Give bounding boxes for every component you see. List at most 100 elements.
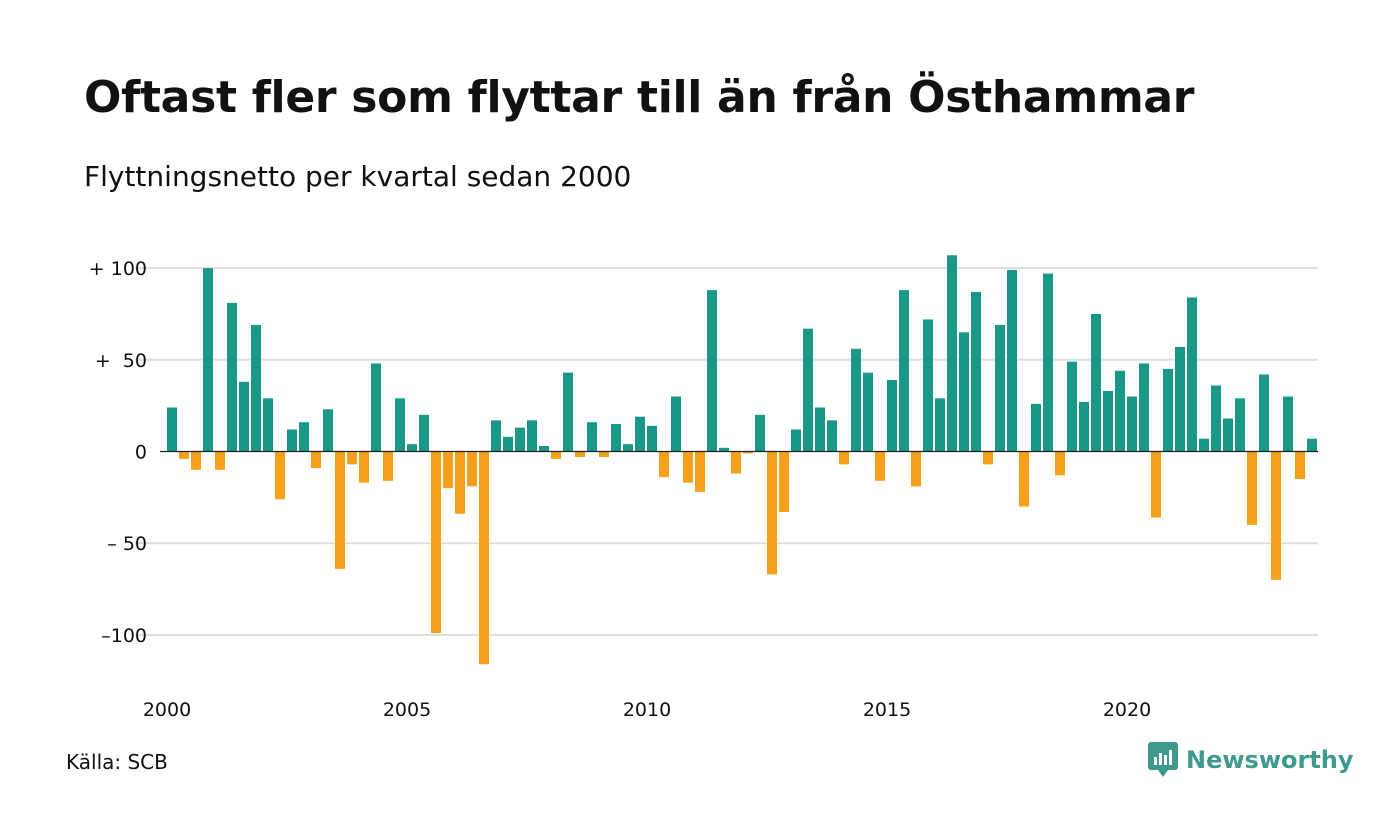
bar: 2007K1: 8 (503, 436, 513, 452)
bar: 2023K2: 30 (1283, 396, 1293, 452)
bar: 2013K1: 12 (791, 429, 801, 452)
bar: 2010K4: -17 (683, 451, 693, 483)
bar: 2007K3: 17 (527, 420, 537, 452)
bar: 2012K1: -1 (743, 451, 753, 454)
bar: 2005K4: -20 (443, 451, 453, 489)
bar: 2017K3: 99 (1007, 269, 1017, 452)
bar: 2008K3: -3 (575, 451, 585, 457)
bar: 2004K3: -16 (383, 451, 393, 481)
bar: 2012K2: 20 (755, 414, 765, 452)
bar: 2019K2: 75 (1091, 313, 1101, 452)
bar: 2010K3: 30 (671, 396, 681, 452)
bar: 2001K2: 81 (227, 302, 237, 452)
bar: 2009K3: 4 (623, 444, 633, 452)
bar: 2009K2: 15 (611, 423, 621, 452)
bar: 2005K2: 20 (419, 414, 429, 452)
bar: 2005K3: -99 (431, 451, 441, 634)
bar: 2013K2: 67 (803, 328, 813, 452)
chart-subtitle: Flyttningsnetto per kvartal sedan 2000 (84, 160, 632, 193)
bar: 2006K3: -116 (479, 451, 489, 665)
bar: 2015K1: 39 (887, 379, 897, 452)
y-tick-label: –100 (101, 625, 147, 647)
bar: 2001K1: -10 (215, 451, 225, 470)
bar: 2008K2: 43 (563, 372, 573, 452)
bar: 2011K4: -12 (731, 451, 741, 474)
bar: 2018K1: 26 (1031, 403, 1041, 452)
bar: 2002K3: 12 (287, 429, 297, 452)
y-tick-label: 0 (135, 442, 147, 464)
bar: 2010K1: 14 (647, 425, 657, 452)
bar: 2000K4: 100 (203, 268, 213, 452)
y-tick-label: + 50 (95, 350, 147, 372)
bar: 2023K4: 7 (1307, 438, 1317, 452)
bar: 2020K2: 48 (1139, 363, 1149, 452)
x-axis-ticks: 2000 2005 2010 2015 2020 (143, 699, 1151, 721)
bar: 2012K4: -33 (779, 451, 789, 513)
bar: 2005K1: 4 (407, 444, 417, 452)
bar: 2009K1: -3 (599, 451, 609, 457)
y-tick-label: + 100 (89, 258, 147, 280)
bar: 2018K2: 97 (1043, 273, 1053, 452)
x-tick-label: 2005 (383, 699, 431, 721)
bar: 2003K4: -7 (347, 451, 357, 465)
bar: 2018K4: 49 (1067, 361, 1077, 452)
bar: 2011K3: 2 (719, 447, 729, 452)
bar: 2008K4: 16 (587, 422, 597, 452)
bar: 2009K4: 19 (635, 416, 645, 452)
bar: 2022K1: 18 (1223, 418, 1233, 452)
x-tick-label: 2015 (863, 699, 911, 721)
bar: 2006K2: -19 (467, 451, 477, 487)
brand-logo[interactable]: Newsworthy (1148, 742, 1354, 778)
bar: 2023K1: -70 (1271, 451, 1281, 580)
bar: 2021K2: 84 (1187, 297, 1197, 452)
bar: 2015K2: 88 (899, 290, 909, 452)
bar: 2004K1: -17 (359, 451, 369, 483)
bar: 2000K3: -10 (191, 451, 201, 470)
gridlines (135, 267, 1318, 636)
bar: 2016K4: 87 (971, 291, 981, 452)
bar: 2007K4: 3 (539, 446, 549, 452)
bar: 2004K2: 48 (371, 363, 381, 452)
bar: 2002K4: 16 (299, 422, 309, 452)
bar: 2021K3: 7 (1199, 438, 1209, 452)
bar: 2003K2: 23 (323, 409, 333, 452)
bar: 2016K1: 29 (935, 398, 945, 452)
bar: 2001K3: 38 (239, 381, 249, 452)
bar: 2013K3: 24 (815, 407, 825, 452)
bar: 2022K2: 29 (1235, 398, 1245, 452)
bar: 2011K2: 88 (707, 290, 717, 452)
x-tick-label: 2000 (143, 699, 191, 721)
bar: 2019K4: 44 (1115, 370, 1125, 452)
bar: 2021K1: 57 (1175, 346, 1185, 452)
bar: 2016K2: 107 (947, 255, 957, 452)
bar: 2010K2: -14 (659, 451, 669, 478)
bar: 2020K3: -36 (1151, 451, 1161, 518)
y-tick-label: – 50 (107, 533, 147, 555)
bar: 2008K1: -4 (551, 451, 561, 459)
bar: 2002K2: -26 (275, 451, 285, 500)
bar: 2007K2: 13 (515, 427, 525, 452)
bar: 2015K3: -19 (911, 451, 921, 487)
bar: 2016K3: 65 (959, 332, 969, 452)
bar: 2015K4: 72 (923, 319, 933, 452)
bar: 2017K1: -7 (983, 451, 993, 465)
bar: 2004K4: 29 (395, 398, 405, 452)
bar: 2001K4: 69 (251, 324, 261, 452)
x-tick-label: 2020 (1103, 699, 1151, 721)
x-tick-label: 2010 (623, 699, 671, 721)
bar: 2014K2: 56 (851, 348, 861, 452)
bar: 2022K4: 42 (1259, 374, 1269, 452)
bar: 2013K4: 17 (827, 420, 837, 452)
source-note: Källa: SCB (66, 750, 168, 774)
bar: 2017K4: -30 (1019, 451, 1029, 507)
bar: 2020K1: 30 (1127, 396, 1137, 452)
bar: 2020K4: 45 (1163, 368, 1173, 452)
brand-name: Newsworthy (1186, 746, 1354, 774)
bar: 2000K2: -4 (179, 451, 189, 459)
bar: 2021K4: 36 (1211, 385, 1221, 452)
bar: 2000K1: 24 (167, 407, 177, 452)
bar: 2022K3: -40 (1247, 451, 1257, 525)
bar: 2014K3: 43 (863, 372, 873, 452)
bar: 2011K1: -22 (695, 451, 705, 492)
bar: 2019K1: 27 (1079, 401, 1089, 452)
